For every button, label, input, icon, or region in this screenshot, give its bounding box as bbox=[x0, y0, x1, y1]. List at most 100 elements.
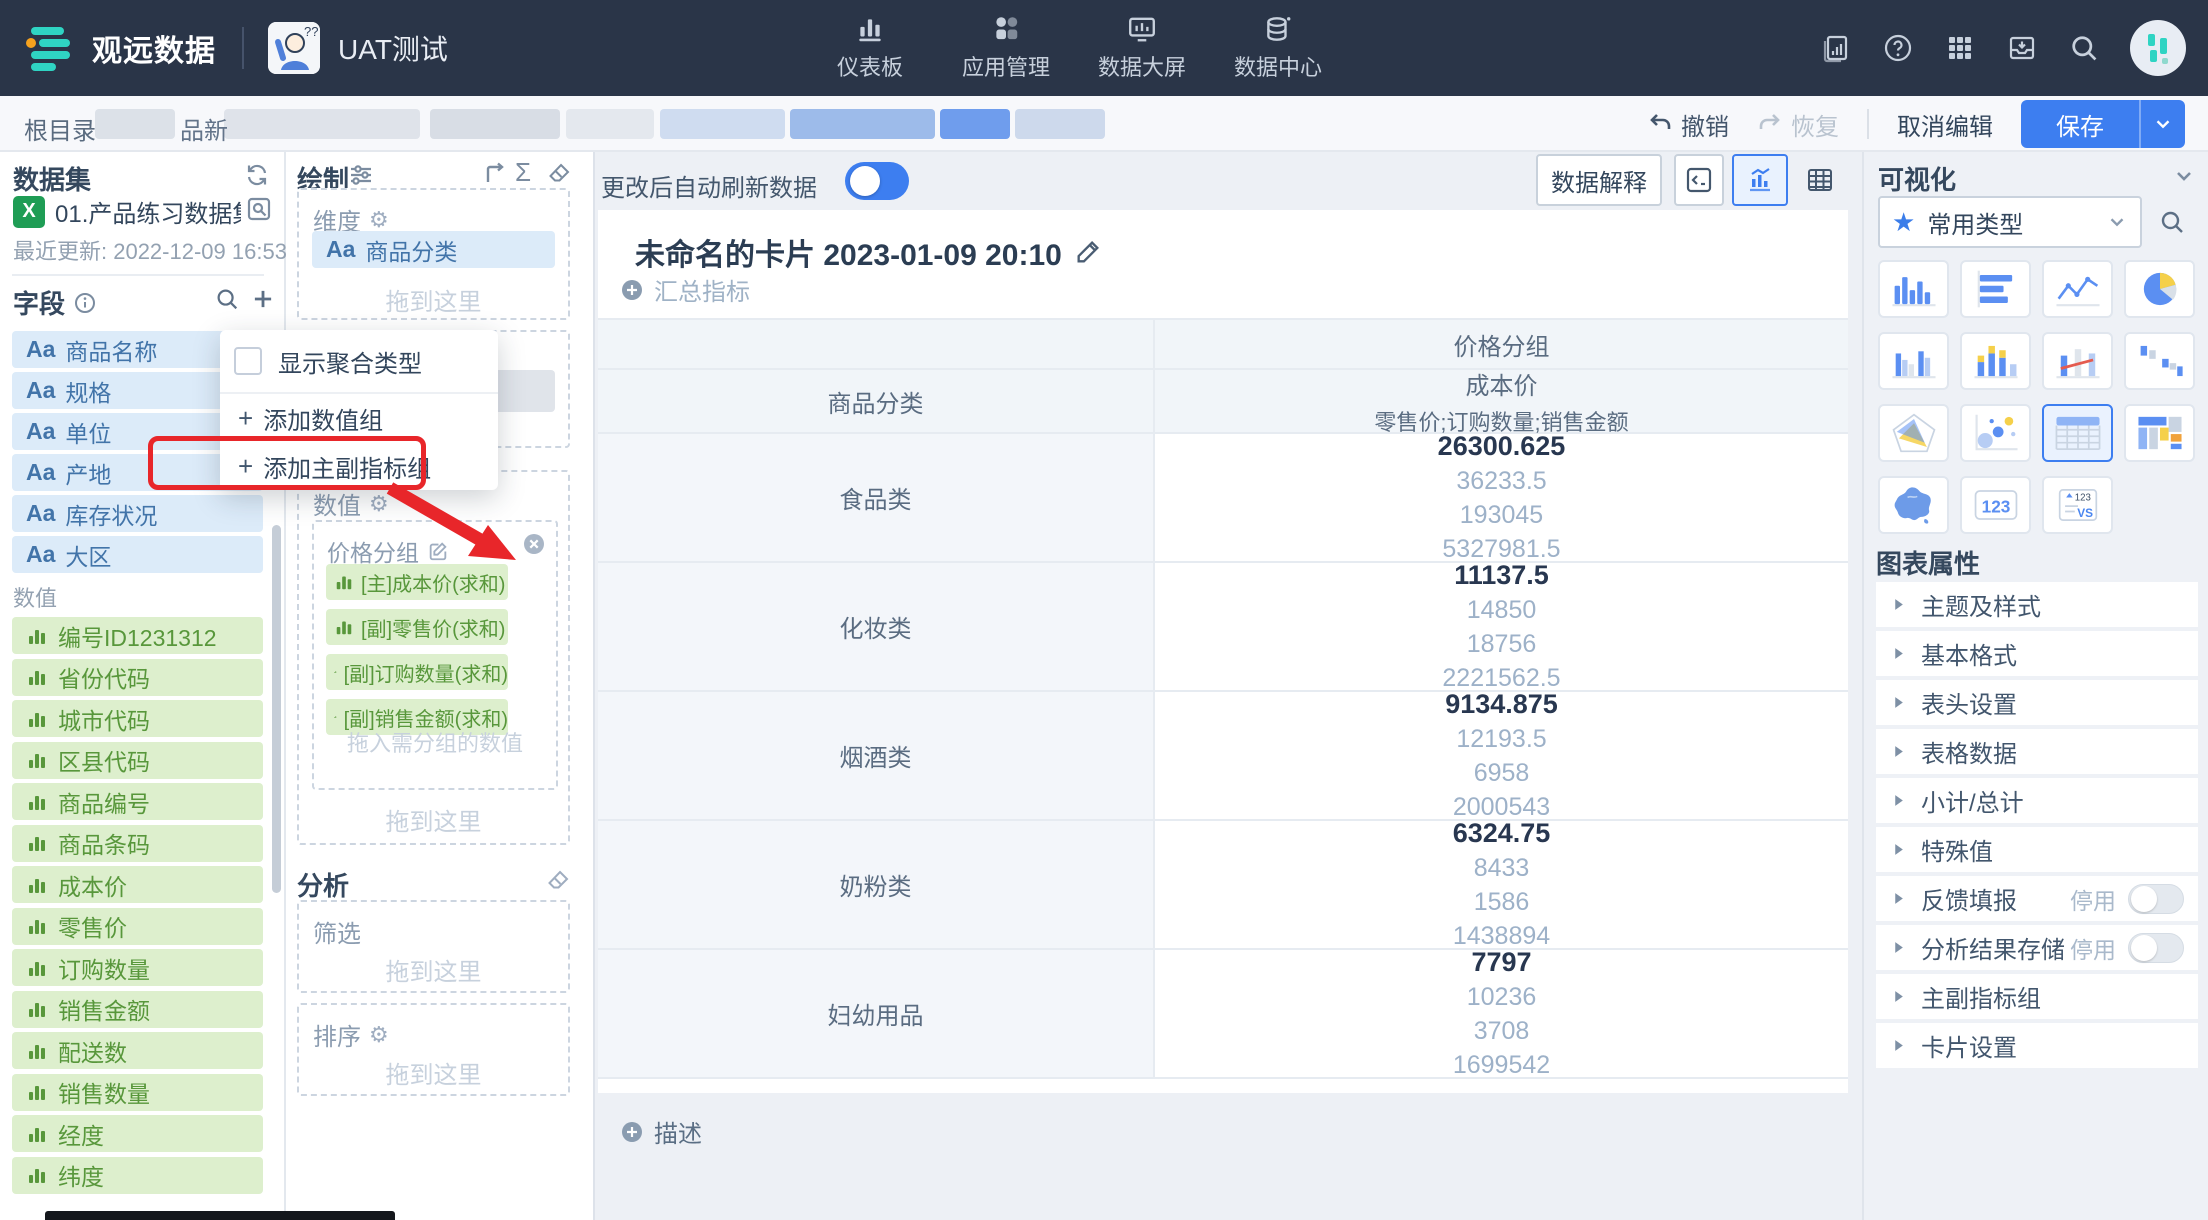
chart-type-radar-chart[interactable] bbox=[1878, 404, 1949, 462]
group-metric-[主]成本价(求和)[interactable]: [主]成本价(求和) bbox=[326, 564, 508, 600]
group-metric-[副]零售价(求和)[interactable]: [副]零售价(求和) bbox=[326, 609, 508, 645]
property-表头设置[interactable]: 表头设置 bbox=[1876, 680, 2198, 725]
breadcrumb-root[interactable]: 根目录 bbox=[24, 118, 96, 145]
swap-axis-icon[interactable] bbox=[482, 161, 506, 185]
chart-type-waterfall-chart[interactable] bbox=[2124, 332, 2195, 390]
help-icon[interactable] bbox=[1882, 32, 1914, 64]
undo-button[interactable]: 撤销 bbox=[1647, 107, 1729, 142]
property-toggle[interactable] bbox=[2128, 932, 2184, 963]
aggregate-sigma-icon[interactable]: Σ bbox=[515, 157, 532, 187]
search-chart-type-icon[interactable] bbox=[2158, 208, 2186, 236]
chart-type-comparison-card[interactable]: 123 VS bbox=[2042, 476, 2113, 534]
field-大区[interactable]: Aa 大区 bbox=[12, 536, 263, 573]
field-成本价[interactable]: 成本价 bbox=[12, 866, 263, 903]
field-省份代码[interactable]: 省份代码 bbox=[12, 658, 263, 696]
checkbox[interactable] bbox=[234, 347, 262, 375]
category-cell[interactable]: 食品类 bbox=[598, 434, 1155, 561]
table-view-button[interactable] bbox=[1794, 154, 1846, 206]
auto-refresh-toggle[interactable] bbox=[845, 162, 909, 200]
field-配送数[interactable]: 配送数 bbox=[12, 1032, 263, 1069]
clear-draw-icon[interactable] bbox=[547, 161, 571, 185]
field-纬度[interactable]: 纬度 bbox=[12, 1156, 263, 1194]
field-商品编号[interactable]: 商品编号 bbox=[12, 783, 263, 820]
chart-type-pie-chart[interactable] bbox=[2124, 260, 2195, 318]
brand-logo-icon[interactable] bbox=[22, 20, 78, 76]
chart-type-line-chart[interactable] bbox=[2042, 260, 2113, 318]
field-零售价[interactable]: 零售价 bbox=[12, 907, 263, 945]
category-cell[interactable]: 化妆类 bbox=[598, 563, 1155, 690]
chart-type-table[interactable] bbox=[2042, 404, 2113, 462]
save-dropdown-button[interactable] bbox=[2139, 100, 2185, 148]
property-小计/总计[interactable]: 小计/总计 bbox=[1876, 778, 2198, 823]
report-icon[interactable] bbox=[1820, 32, 1852, 64]
chart-type-select[interactable]: ★ 常用类型 bbox=[1878, 196, 2142, 248]
query-view-button[interactable] bbox=[1674, 154, 1724, 206]
save-button[interactable]: 保存 bbox=[2056, 113, 2104, 141]
property-卡片设置[interactable]: 卡片设置 bbox=[1876, 1023, 2198, 1068]
values-cell[interactable]: 6324.75 8433 1586 1438894 bbox=[1155, 818, 1848, 950]
chart-type-scatter-chart[interactable] bbox=[1960, 404, 2031, 462]
property-主题及样式[interactable]: 主题及样式 bbox=[1876, 582, 2198, 627]
field-经度[interactable]: 经度 bbox=[12, 1115, 263, 1152]
add-field-icon[interactable] bbox=[250, 286, 276, 312]
chart-type-horizontal-bar-chart[interactable] bbox=[1960, 260, 2031, 318]
search-icon[interactable] bbox=[2068, 32, 2100, 64]
property-特殊值[interactable]: 特殊值 bbox=[1876, 827, 2198, 872]
dimension-pill-商品分类[interactable]: Aa 商品分类 bbox=[312, 231, 555, 268]
redo-button[interactable]: 恢复 bbox=[1757, 107, 1839, 142]
top-nav-bigscreen[interactable]: 数据大屏 bbox=[1094, 0, 1190, 96]
chart-type-metric-card[interactable]: 123 bbox=[1960, 476, 2031, 534]
chart-view-button[interactable] bbox=[1732, 154, 1788, 206]
top-nav-apps[interactable]: 应用管理 bbox=[958, 0, 1054, 96]
field-订购数量[interactable]: 订购数量 bbox=[12, 949, 263, 986]
remove-group-icon[interactable] bbox=[522, 532, 546, 556]
switch-dataset-icon[interactable] bbox=[244, 162, 270, 188]
grid9-icon[interactable] bbox=[1944, 32, 1976, 64]
clear-analysis-icon[interactable] bbox=[546, 868, 570, 892]
values-cell[interactable]: 9134.875 12193.5 6958 2000543 bbox=[1155, 689, 1848, 821]
chart-type-stacked-column-chart[interactable] bbox=[1960, 332, 2031, 390]
field-库存状况[interactable]: Aa 库存状况 bbox=[12, 495, 263, 532]
workspace-avatar[interactable]: ?? bbox=[268, 22, 320, 74]
property-主副指标组[interactable]: 主副指标组 bbox=[1876, 974, 2198, 1019]
add-summary-metric[interactable]: 汇总指标 bbox=[620, 272, 750, 307]
row-header-cell[interactable]: 商品分类 bbox=[598, 370, 1155, 432]
field-编号ID1231312[interactable]: 编号ID1231312 bbox=[12, 617, 263, 654]
gear-icon[interactable]: ⚙ bbox=[369, 490, 389, 516]
property-基本格式[interactable]: 基本格式 bbox=[1876, 631, 2198, 676]
menu-item-add-value-group[interactable]: + 添加数值组 bbox=[238, 402, 384, 435]
menu-item-show-aggregation[interactable]: 显示聚合类型 bbox=[220, 330, 498, 392]
collapse-panel-icon[interactable] bbox=[2172, 164, 2196, 188]
dataset-name[interactable]: 01.产品练习数据集（… bbox=[55, 201, 241, 228]
field-销售数量[interactable]: 销售数量 bbox=[12, 1073, 263, 1111]
cancel-edit-button[interactable]: 取消编辑 bbox=[1897, 113, 1993, 141]
property-反馈填报[interactable]: 反馈填报 停用 bbox=[1876, 876, 2198, 921]
group-header-cell[interactable]: 价格分组 bbox=[1453, 333, 1550, 361]
draw-settings-icon[interactable] bbox=[348, 162, 374, 188]
measure-header-cell[interactable]: 成本价 零售价;订购数量;销售金额 bbox=[1374, 372, 1629, 435]
add-description[interactable]: 描述 bbox=[620, 1114, 702, 1149]
fields-scrollbar[interactable] bbox=[272, 525, 281, 893]
category-cell[interactable]: 奶粉类 bbox=[598, 821, 1155, 948]
field-区县代码[interactable]: 区县代码 bbox=[12, 741, 263, 779]
group-metric-[副]销售金额(求和)[interactable]: [副]销售金额(求和) bbox=[326, 699, 508, 735]
values-cell[interactable]: 26300.625 36233.5 193045 5327981.5 bbox=[1155, 431, 1848, 563]
search-fields-icon[interactable] bbox=[214, 286, 240, 312]
property-分析结果存储[interactable]: 分析结果存储 停用 bbox=[1876, 925, 2198, 970]
group-metric-[副]订购数量(求和)[interactable]: [副]订购数量(求和) bbox=[326, 654, 508, 690]
values-cell[interactable]: 7797 10236 3708 1699542 bbox=[1155, 947, 1848, 1079]
values-cell[interactable]: 11137.5 14850 18756 2221562.5 bbox=[1155, 560, 1848, 692]
property-toggle[interactable] bbox=[2128, 883, 2184, 914]
field-商品条码[interactable]: 商品条码 bbox=[12, 824, 263, 862]
gear-icon[interactable]: ⚙ bbox=[369, 206, 389, 232]
preview-dataset-icon[interactable] bbox=[246, 196, 272, 222]
data-explain-button[interactable]: 数据解释 bbox=[1536, 154, 1662, 206]
chart-type-china-map[interactable] bbox=[1878, 476, 1949, 534]
top-nav-dashboard[interactable]: 仪表板 bbox=[822, 0, 918, 96]
inbox-icon[interactable] bbox=[2006, 32, 2038, 64]
property-表格数据[interactable]: 表格数据 bbox=[1876, 729, 2198, 774]
edit-group-icon[interactable] bbox=[427, 540, 449, 562]
menu-item-add-primary-secondary-group[interactable]: + 添加主副指标组 bbox=[238, 450, 432, 483]
chart-type-combo-chart[interactable] bbox=[2042, 332, 2113, 390]
user-avatar[interactable] bbox=[2130, 20, 2186, 76]
